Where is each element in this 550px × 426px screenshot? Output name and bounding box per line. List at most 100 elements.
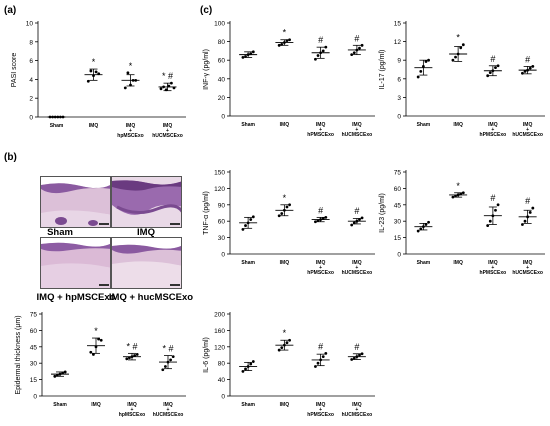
ifn-y-tick-label-5: 100 bbox=[214, 21, 225, 28]
pasi-y-label: PASI score bbox=[11, 53, 18, 88]
il17-point-3-0 bbox=[521, 71, 524, 75]
il6-point-0-1 bbox=[244, 367, 247, 371]
il23-y-tick-label-1: 15 bbox=[394, 235, 402, 242]
il17-x-tick-label-3-line-1: + bbox=[526, 127, 529, 133]
tnf-annotation-1: * bbox=[283, 193, 287, 203]
il17-y-tick-label-4: 12 bbox=[394, 39, 402, 46]
panel-label-a: (a) bbox=[4, 5, 16, 16]
il17-x-tick-label-3-line-0: IMQ bbox=[523, 122, 533, 128]
il17-x-tick-label-2-line-2: hPMSCExo bbox=[480, 132, 507, 138]
micrograph-hpmscexo-image bbox=[41, 238, 110, 288]
thickness-y-tick-label-3: 45 bbox=[30, 344, 38, 351]
il17-point-0-0 bbox=[416, 75, 420, 79]
tnf-point-1-3 bbox=[285, 205, 289, 209]
il23-x-tick-label-0-line-0: Sham bbox=[417, 260, 431, 266]
ifn-y-tick-label-1: 20 bbox=[218, 95, 226, 102]
il17-y-label: IL-17 (pg/ml) bbox=[379, 50, 386, 90]
il17-x-tick-label-2: IMQ + hPMSCExo bbox=[480, 122, 507, 138]
pasi-x-tick-label-2-line-1: + bbox=[129, 128, 132, 134]
thickness-y-tick-label-5: 75 bbox=[30, 312, 38, 319]
tnf-point-2-0 bbox=[314, 220, 317, 224]
il6-y-tick-label-2: 80 bbox=[218, 361, 226, 368]
il6-point-2-3 bbox=[321, 355, 325, 359]
tnf-x-tick-label-3-line-2: hUCMSCExo bbox=[342, 270, 373, 276]
thickness-y-label: Epidermal thickness (μm) bbox=[15, 315, 22, 394]
thickness-y-tick-label-1: 15 bbox=[30, 377, 38, 384]
thickness-x-tick-label-0-line-0: Sham bbox=[53, 402, 67, 408]
tnf-x-tick-label-0-line-0: Sham bbox=[241, 260, 255, 266]
thickness-y-tick-label-2: 30 bbox=[30, 361, 38, 368]
il23-point-1-4 bbox=[461, 191, 465, 195]
pasi-point-1-3 bbox=[94, 70, 98, 74]
il17-point-1-4 bbox=[461, 43, 465, 47]
il17-y-tick-label-0: 0 bbox=[397, 114, 401, 121]
micrograph-sham-image bbox=[41, 177, 110, 227]
tnf-y-label: TNF-α (pg/ml) bbox=[203, 191, 210, 235]
tnf-point-3-4 bbox=[360, 216, 364, 220]
tnf-point-0-0 bbox=[241, 228, 245, 231]
il23-y-label: IL-23 (pg/ml) bbox=[379, 193, 386, 233]
micrograph-caption-hpmscexo: IMQ + hpMSCExo bbox=[36, 292, 116, 303]
tnf-annotation-3: # bbox=[354, 206, 359, 216]
ifn-y-tick-label-4: 80 bbox=[218, 39, 226, 46]
il23-y-tick-label-2: 30 bbox=[394, 219, 402, 226]
il6-y-tick-label-3: 120 bbox=[214, 344, 225, 351]
panel-label-c: (c) bbox=[200, 5, 212, 16]
ifn-x-tick-label-0: Sham bbox=[241, 122, 255, 128]
thickness-point-3-1 bbox=[164, 365, 167, 368]
il17-annotation-1: * bbox=[456, 33, 460, 43]
tnf-point-1-1 bbox=[280, 212, 284, 215]
il6-point-2-1 bbox=[316, 361, 320, 365]
il6-x-tick-label-2-line-0: IMQ bbox=[316, 402, 326, 408]
pasi-annotation-3: * # bbox=[162, 71, 173, 81]
il17-x-tick-label-3: IMQ + hUCMSCExo bbox=[512, 122, 543, 138]
micrograph-caption-sham: Sham bbox=[47, 227, 73, 238]
il23-annotation-2: # bbox=[490, 193, 495, 203]
il6-y-tick-label-5: 200 bbox=[214, 312, 225, 319]
il17-x-tick-label-2-line-1: + bbox=[491, 127, 494, 133]
thickness-point-3-0 bbox=[161, 368, 165, 372]
tnf-x-tick-label-0: Sham bbox=[241, 260, 255, 266]
ifn-point-0-0 bbox=[241, 56, 245, 59]
tnf-x-tick-label-1-line-0: IMQ bbox=[280, 260, 290, 266]
il6-x-tick-label-2-line-2: hPMSCExo bbox=[307, 412, 334, 418]
micrograph-hucmscexo bbox=[111, 237, 182, 289]
pasi-point-3-0 bbox=[159, 87, 163, 91]
panel-label-b: (b) bbox=[4, 152, 17, 163]
il6-point-2-4 bbox=[324, 351, 328, 355]
il23-x-tick-label-1-line-0: IMQ bbox=[453, 260, 463, 266]
ifn-x-tick-label-1: IMQ bbox=[280, 122, 290, 128]
pasi-point-2-0 bbox=[123, 86, 127, 90]
ifn-point-3-3 bbox=[358, 46, 361, 50]
pasi-y-tick-label-4: 8 bbox=[29, 39, 33, 46]
il23-y-tick-label-4: 60 bbox=[394, 186, 402, 193]
il23-x-tick-label-2-line-2: hPMSCExo bbox=[480, 270, 507, 276]
thickness-point-3-4 bbox=[171, 355, 175, 359]
il17-point-2-1 bbox=[488, 71, 492, 74]
il23-x-tick-label-3-line-0: IMQ bbox=[523, 260, 533, 266]
pasi-y-tick-label-1: 2 bbox=[29, 96, 33, 103]
tnf-point-0-3 bbox=[249, 218, 253, 221]
thickness-point-0-0 bbox=[53, 374, 57, 378]
il6-x-tick-label-1-line-0: IMQ bbox=[280, 402, 290, 408]
il23-point-2-3 bbox=[494, 208, 497, 212]
thickness-x-tick-label-3: IMQ + hUCMSCExo bbox=[153, 402, 184, 418]
il17-x-tick-label-1: IMQ bbox=[453, 122, 463, 128]
micrograph-hpmscexo bbox=[40, 237, 111, 289]
il23-point-3-0 bbox=[521, 223, 524, 226]
micrograph-imq-image bbox=[112, 177, 181, 227]
thickness-annotation-2: * # bbox=[126, 341, 137, 351]
ifn-annotation-3: # bbox=[354, 33, 359, 43]
ifn-point-1-0 bbox=[277, 43, 281, 47]
il6-point-0-4 bbox=[251, 360, 255, 363]
thickness-x-tick-label-2-line-2: hpMSCExo bbox=[119, 412, 145, 418]
pasi-point-1-1 bbox=[89, 69, 93, 73]
tnf-y-tick-label-0: 0 bbox=[221, 252, 225, 259]
il6-point-1-1 bbox=[280, 346, 284, 350]
ifn-y-tick-label-3: 60 bbox=[218, 58, 226, 65]
